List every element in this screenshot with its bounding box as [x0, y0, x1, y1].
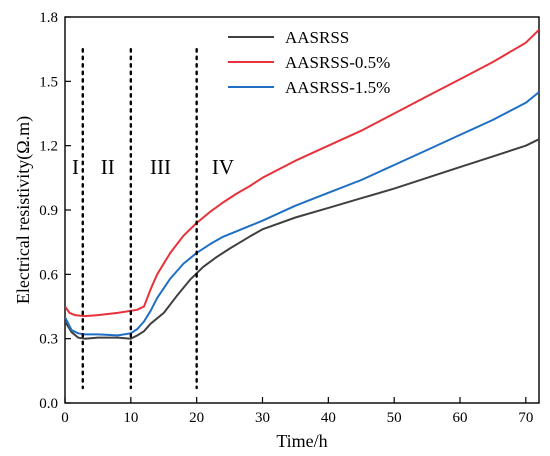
x-tick-label: 70 — [518, 410, 533, 426]
legend-label: AASRSS — [285, 28, 349, 47]
stage-label: II — [101, 155, 115, 179]
y-tick-label: 1.8 — [39, 10, 58, 26]
y-tick-label: 0.0 — [39, 396, 58, 412]
series-line-2 — [65, 29, 539, 318]
x-tick-label: 60 — [453, 410, 468, 426]
x-tick-label: 0 — [61, 410, 69, 426]
stage-label: I — [72, 155, 79, 179]
y-tick-label: 0.6 — [39, 267, 58, 283]
y-tick-label: 0.3 — [39, 332, 58, 348]
x-tick-label: 10 — [123, 410, 138, 426]
legend-label: AASRSS-0.5% — [285, 53, 390, 72]
axes: 0 10 20 30 40 50 60 70 0.0 0.3 0.6 0.9 1.2 1.5 1.8 — [39, 10, 533, 426]
y-tick-label: 1.5 — [39, 74, 58, 90]
x-axis-title: Time/h — [276, 431, 327, 451]
y-tick-label: 1.2 — [39, 139, 58, 155]
series-line-3 — [65, 91, 539, 337]
x-tick-label: 50 — [387, 410, 402, 426]
x-tick-label: 20 — [189, 410, 204, 426]
y-axis-title: Electrical resistivity(Ω.m) — [13, 116, 34, 304]
x-tick-label: 30 — [255, 410, 270, 426]
legend-label: AASRSS-1.5% — [285, 78, 390, 97]
stage-label: III — [150, 155, 171, 179]
series-line-1 — [65, 138, 539, 340]
stage-label: IV — [212, 155, 234, 179]
y-tick-label: 0.9 — [39, 203, 58, 219]
stage-dividers: I II III IV — [72, 47, 234, 390]
x-tick-label: 40 — [321, 410, 336, 426]
series-layer — [65, 29, 539, 340]
legend: AASRSS AASRSS-0.5% AASRSS-1.5% — [228, 28, 390, 97]
